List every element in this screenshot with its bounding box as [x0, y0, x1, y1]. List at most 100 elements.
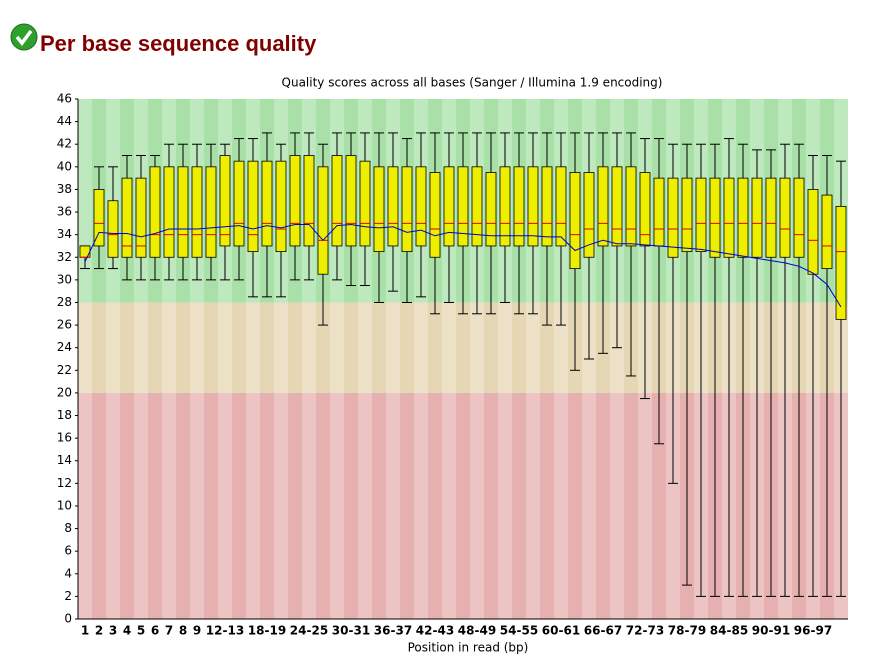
box: [401, 166, 413, 253]
x-tick-label: 12-13: [206, 624, 244, 638]
quality-zone: [78, 392, 848, 619]
y-tick-label: 8: [64, 521, 72, 535]
box: [261, 160, 273, 247]
x-tick-label: 9: [193, 624, 201, 638]
box: [107, 200, 119, 258]
box: [583, 172, 595, 258]
y-tick-label: 26: [57, 318, 72, 332]
box: [723, 177, 735, 258]
box: [779, 177, 791, 258]
x-tick-label: 36-37: [374, 624, 412, 638]
quality-zone: [78, 302, 848, 393]
box: [611, 166, 623, 247]
chart-title: Quality scores across all bases (Sanger …: [282, 76, 663, 90]
box: [247, 160, 259, 253]
box: [569, 172, 581, 269]
y-tick-label: 24: [57, 340, 72, 354]
y-tick-label: 4: [64, 566, 72, 580]
y-tick-label: 18: [57, 408, 72, 422]
box: [317, 166, 329, 275]
box: [597, 166, 609, 247]
y-tick-label: 10: [57, 498, 72, 512]
stripe: [78, 99, 92, 619]
x-tick-label: 60-61: [542, 624, 580, 638]
box: [653, 177, 665, 247]
x-tick-label: 24-25: [290, 624, 328, 638]
x-tick-label: 72-73: [626, 624, 664, 638]
x-tick-label: 7: [165, 624, 173, 638]
y-tick-label: 38: [57, 182, 72, 196]
x-tick-label: 54-55: [500, 624, 538, 638]
y-tick-label: 6: [64, 544, 72, 558]
box: [625, 166, 637, 247]
box: [345, 155, 357, 247]
box: [737, 177, 749, 258]
box: [555, 166, 567, 247]
box: [289, 155, 301, 247]
y-tick-label: 2: [64, 589, 72, 603]
box: [219, 155, 231, 247]
box: [471, 166, 483, 247]
y-tick-label: 40: [57, 159, 72, 173]
box: [415, 166, 427, 247]
box: [667, 177, 679, 258]
x-tick-label: 5: [137, 624, 145, 638]
box: [695, 177, 707, 253]
box: [751, 177, 763, 258]
x-axis-title: Position in read (bp): [408, 641, 529, 655]
box: [359, 160, 371, 247]
y-tick-label: 42: [57, 137, 72, 151]
x-tick-label: 18-19: [248, 624, 286, 638]
box: [387, 166, 399, 247]
box: [513, 166, 525, 247]
box: [807, 189, 819, 275]
x-tick-label: 3: [109, 624, 117, 638]
x-tick-label: 1: [81, 624, 89, 638]
box: [485, 172, 497, 247]
x-tick-label: 42-43: [416, 624, 454, 638]
y-tick-label: 30: [57, 272, 72, 286]
pass-icon: [10, 23, 38, 51]
box: [499, 166, 511, 247]
box: [457, 166, 469, 247]
y-tick-label: 32: [57, 250, 72, 264]
box: [639, 172, 651, 247]
y-tick-label: 36: [57, 205, 72, 219]
mean-line: [84, 223, 842, 308]
box: [527, 166, 539, 247]
box: [709, 177, 721, 258]
x-tick-label: 90-91: [752, 624, 790, 638]
x-tick-label: 84-85: [710, 624, 748, 638]
y-tick-label: 44: [57, 114, 72, 128]
box: [191, 166, 203, 258]
x-tick-label: 8: [179, 624, 187, 638]
box: [821, 194, 833, 269]
box: [233, 160, 245, 247]
box: [205, 166, 217, 258]
box: [303, 155, 315, 247]
box: [275, 160, 287, 253]
y-tick-label: 14: [57, 453, 72, 467]
y-tick-label: 46: [57, 92, 72, 106]
box: [149, 166, 161, 258]
y-tick-label: 16: [57, 431, 72, 445]
box: [177, 166, 189, 258]
y-tick-label: 12: [57, 476, 72, 490]
x-tick-label: 48-49: [458, 624, 496, 638]
box: [443, 166, 455, 247]
y-tick-label: 28: [57, 295, 72, 309]
box: [429, 172, 441, 258]
y-tick-label: 22: [57, 363, 72, 377]
box: [541, 166, 553, 247]
heading: Per base sequence quality: [40, 31, 317, 56]
box: [93, 189, 105, 247]
x-tick-label: 96-97: [794, 624, 832, 638]
x-tick-label: 6: [151, 624, 159, 638]
x-tick-label: 2: [95, 624, 103, 638]
box: [765, 177, 777, 258]
box: [373, 166, 385, 253]
x-tick-label: 30-31: [332, 624, 370, 638]
pass-check: [15, 29, 33, 46]
